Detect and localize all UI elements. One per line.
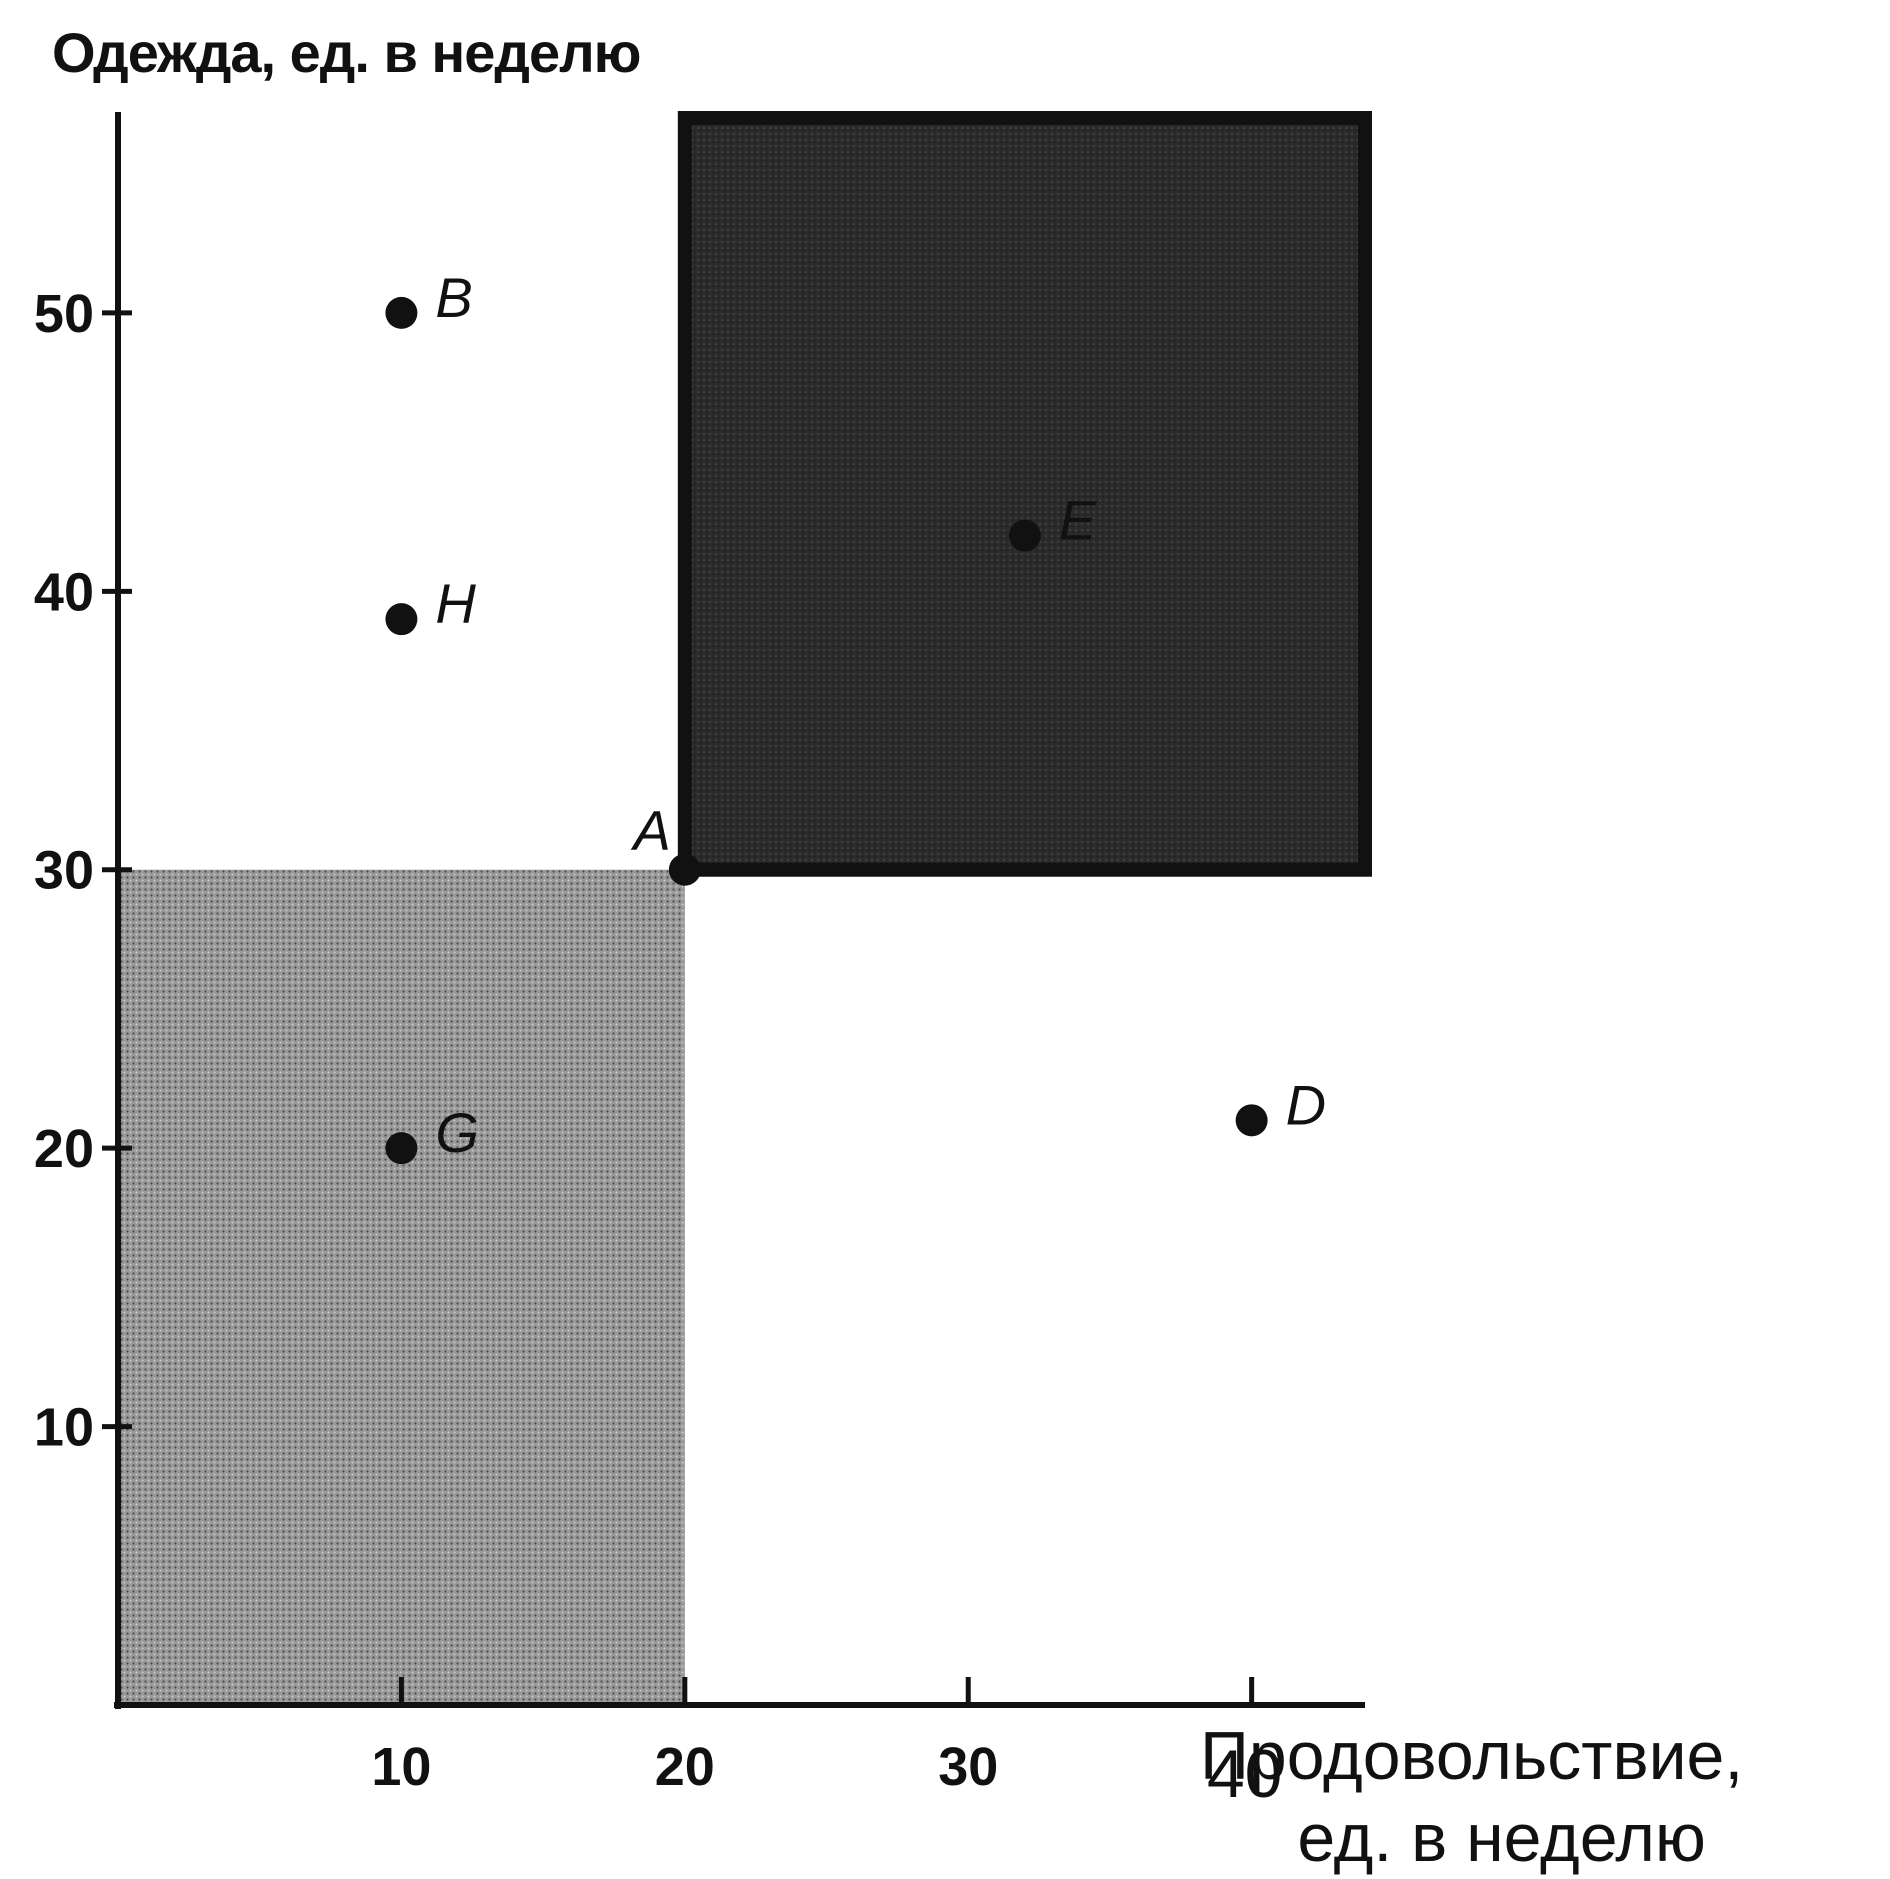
point-h: H: [385, 572, 476, 636]
point-label-g: G: [435, 1101, 479, 1164]
x-tick-label-40: 40: [1207, 1736, 1283, 1812]
x-tick-label-20: 20: [655, 1737, 715, 1797]
point-a: A: [630, 799, 701, 886]
point-marker-d: [1235, 1104, 1268, 1137]
region-less-preferred: [118, 869, 685, 1705]
point-e: E: [1008, 489, 1097, 552]
point-g: G: [385, 1101, 479, 1165]
point-d: D: [1235, 1073, 1326, 1137]
point-label-d: D: [1286, 1073, 1326, 1136]
y-axis-title: Одежда, ед. в неделю: [52, 21, 641, 84]
point-marker-e: [1008, 519, 1041, 552]
ticks-layer: 10 20 30 40 10 20 30 40 50: [34, 284, 1283, 1812]
axes-layer: [114, 112, 1365, 1709]
point-label-a: A: [630, 799, 670, 862]
region-more-preferred: [677, 111, 1372, 877]
y-tick-label-50: 50: [34, 284, 94, 344]
point-label-h: H: [435, 572, 476, 635]
point-marker-h: [385, 603, 418, 636]
point-label-b: B: [435, 266, 472, 329]
point-label-e: E: [1059, 489, 1097, 552]
y-tick-label-30: 30: [34, 841, 94, 901]
point-marker-b: [385, 296, 418, 329]
regions-layer: [118, 111, 1372, 1705]
x-axis-title-line2: ед. в неделю: [1297, 1800, 1706, 1876]
x-tick-label-10: 10: [371, 1737, 431, 1797]
y-tick-label-40: 40: [34, 562, 94, 622]
point-marker-g: [385, 1132, 418, 1165]
x-tick-label-30: 30: [938, 1737, 998, 1797]
x-axis-title-line1: Продовольствие,: [1200, 1718, 1744, 1794]
point-marker-a: [668, 853, 701, 886]
y-tick-label-20: 20: [34, 1119, 94, 1179]
y-tick-label-10: 10: [34, 1398, 94, 1458]
points-layer: A B H E G D: [385, 266, 1326, 1165]
point-b: B: [385, 266, 473, 329]
x-axis-title: Продовольствие, ед. в неделю: [1200, 1715, 1743, 1879]
